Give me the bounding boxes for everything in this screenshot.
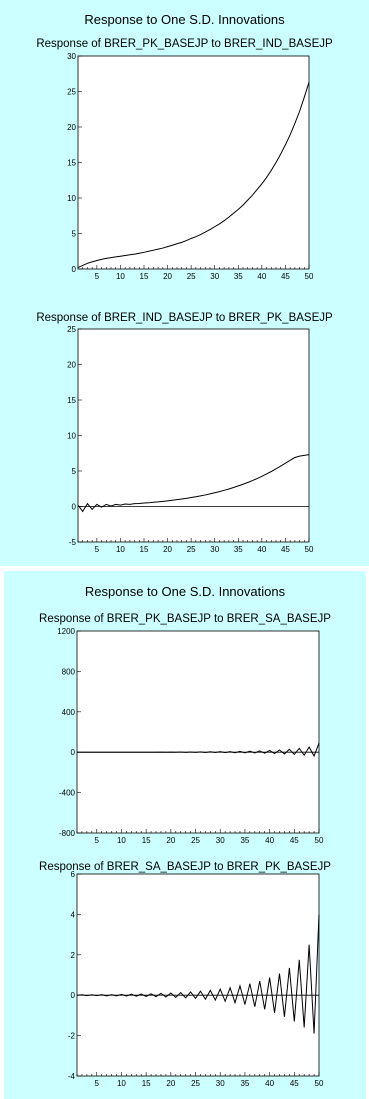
irf-chart-2: 5 10 15 20 25 30 35 40 45 50 -5 0 5 10 15 20 25	[67, 325, 314, 554]
irf-panel-bottom: Response to One S.D. Innovations Respons…	[4, 571, 366, 1099]
x-tick-label: 35	[234, 272, 243, 281]
y-tick-label: 15	[67, 159, 76, 168]
panel-title: Response to One S.D. Innovations	[84, 584, 286, 599]
x-tick-label: 30	[210, 545, 219, 554]
x-tick-label: 15	[142, 836, 151, 845]
y-tick-label: -5	[69, 538, 77, 547]
y-tick-label: 10	[67, 194, 76, 203]
y-tick-label: 15	[67, 396, 76, 405]
x-tick-label: 40	[257, 545, 266, 554]
y-tick-label: 10	[67, 432, 76, 441]
x-tick-label: 10	[116, 545, 125, 554]
x-tick-label: 10	[117, 1079, 126, 1088]
response-line	[77, 82, 310, 269]
x-tick-label: 40	[265, 836, 274, 845]
x-tick-label: 5	[95, 1079, 100, 1088]
plot-frame	[77, 328, 310, 543]
chart-title: Response of BRER_SA_BASEJP to BRER_PK_BA…	[39, 861, 331, 873]
y-tick-label: 25	[67, 325, 76, 334]
x-tick-label: 30	[216, 836, 225, 845]
plot-frame	[77, 55, 310, 270]
y-tick-label: 5	[72, 230, 77, 239]
y-tick-label: 0	[72, 503, 77, 512]
x-tick-label: 35	[240, 836, 249, 845]
y-tick-label: 6	[71, 870, 76, 879]
x-tick-label: 5	[95, 545, 100, 554]
y-tick-label: 1200	[57, 627, 75, 636]
x-tick-label: 45	[281, 272, 290, 281]
irf-chart-3: 5 10 15 20 25 30 35 40 45 50 -800 -400 0 400 800 1200	[57, 627, 324, 845]
x-tick-label: 50	[305, 545, 314, 554]
y-tick-label: -4	[68, 1072, 76, 1081]
response-line	[77, 454, 310, 513]
x-tick-label: 20	[166, 836, 175, 845]
y-tick-label: 800	[62, 667, 76, 676]
x-tick-label: 20	[163, 272, 172, 281]
x-tick-label: 50	[305, 272, 314, 281]
y-tick-label: -800	[59, 829, 76, 838]
x-tick-label: 45	[290, 1079, 299, 1088]
x-tick-label: 25	[191, 836, 200, 845]
x-tick-label: 40	[265, 1079, 274, 1088]
y-tick-label: 0	[72, 265, 77, 274]
x-tick-label: 5	[95, 836, 100, 845]
irf-chart-1: 5 10 15 20 25 30 35 40 45 50 0 5 10 15 20 25 30	[67, 52, 314, 281]
response-line	[77, 742, 320, 758]
plot-frame	[76, 630, 320, 834]
x-tick-label: 10	[117, 836, 126, 845]
y-tick-label: 20	[67, 361, 76, 370]
x-tick-label: 25	[187, 272, 196, 281]
y-tick-label: 30	[67, 52, 76, 61]
chart-title: Response of BRER_PK_BASEJP to BRER_SA_BA…	[39, 613, 331, 625]
x-tick-label: 35	[240, 1079, 249, 1088]
y-tick-label: 2	[71, 951, 76, 960]
x-tick-label: 10	[116, 272, 125, 281]
panel-title: Response to One S.D. Innovations	[84, 12, 285, 27]
y-tick-label: 20	[67, 123, 76, 132]
chart-title: Response of BRER_PK_BASEJP to BRER_IND_B…	[36, 38, 333, 50]
x-tick-label: 5	[95, 272, 100, 281]
y-tick-label: 25	[67, 88, 76, 97]
x-tick-label: 40	[257, 272, 266, 281]
x-tick-label: 50	[315, 836, 324, 845]
y-tick-label: 0	[71, 991, 76, 1000]
y-tick-label: 5	[72, 467, 77, 476]
irf-panel-top: Response to One S.D. Innovations Respons…	[0, 0, 369, 566]
y-tick-label: 0	[71, 748, 76, 757]
chart-title: Response of BRER_IND_BASEJP to BRER_PK_B…	[36, 312, 333, 324]
x-tick-label: 20	[163, 545, 172, 554]
x-tick-label: 35	[234, 545, 243, 554]
plot-frame	[76, 873, 320, 1077]
y-tick-label: -2	[68, 1032, 76, 1041]
irf-chart-4: 5 10 15 20 25 30 35 40 45 50 -4 -2 0 2 4 6	[68, 870, 324, 1088]
x-tick-label: 25	[191, 1079, 200, 1088]
response-line	[76, 914, 320, 1034]
x-tick-label: 20	[166, 1079, 175, 1088]
x-tick-label: 30	[210, 272, 219, 281]
x-tick-label: 15	[140, 545, 149, 554]
x-tick-label: 45	[281, 545, 290, 554]
x-tick-label: 25	[187, 545, 196, 554]
y-tick-label: -400	[59, 789, 76, 798]
x-tick-label: 30	[216, 1079, 225, 1088]
x-tick-label: 50	[315, 1079, 324, 1088]
x-tick-label: 15	[140, 272, 149, 281]
y-tick-label: 4	[71, 910, 76, 919]
x-tick-label: 45	[290, 836, 299, 845]
y-tick-label: 400	[62, 708, 76, 717]
x-tick-label: 15	[142, 1079, 151, 1088]
